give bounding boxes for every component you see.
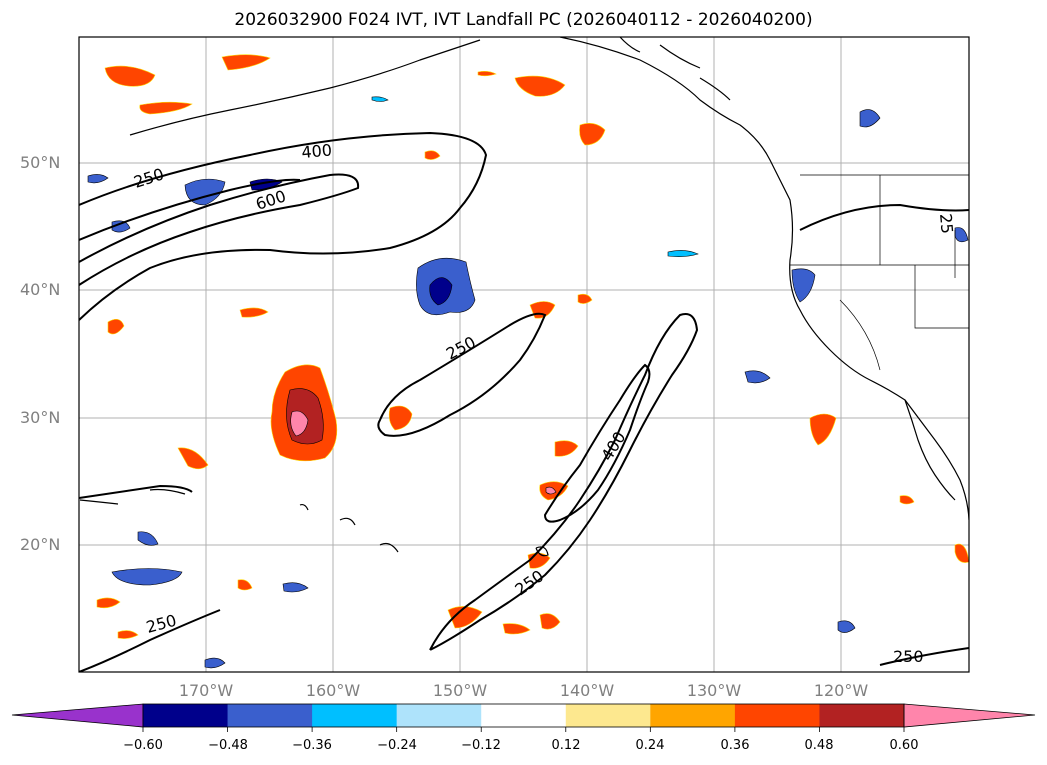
colorbar-tick-label: −0.48	[208, 738, 248, 753]
colorbar-cell	[819, 704, 905, 727]
colorbar-cell	[650, 704, 736, 727]
negative-pc-regions	[87, 96, 969, 669]
positive-pc-regions	[96, 54, 969, 639]
colorbar-tick-label: 0.24	[635, 738, 665, 753]
colorbar-tick-label: 0.48	[804, 738, 834, 753]
lon-label-150w: 150°W	[432, 681, 488, 700]
colorbar-cell	[481, 704, 567, 727]
lon-label-160w: 160°W	[305, 681, 361, 700]
lon-label-140w: 140°W	[559, 681, 615, 700]
contour-label: 400	[301, 140, 333, 162]
colorbar	[11, 703, 1036, 732]
map-title: 2026032900 F024 IVT, IVT Landfall PC (20…	[234, 10, 813, 30]
contour-label: 250	[893, 647, 924, 666]
lat-label-40n: 40°N	[20, 280, 61, 299]
map-frame	[78, 36, 970, 673]
colorbar-tick-label: −0.60	[123, 738, 163, 753]
colorbar-cell	[734, 704, 820, 727]
colorbar-tick-label: −0.24	[377, 738, 417, 753]
colorbar-extend-max	[903, 703, 1036, 728]
lat-label-50n: 50°N	[20, 153, 61, 172]
lon-label-170w: 170°W	[178, 681, 234, 700]
contour-label: 25	[936, 213, 957, 235]
coastlines	[79, 37, 969, 557]
colorbar-tick-label: 0.12	[551, 738, 581, 753]
gridlines	[79, 37, 969, 672]
colorbar-tick-label: −0.12	[461, 738, 501, 753]
colorbar-tick-label: −0.36	[292, 738, 332, 753]
lon-label-120w: 120°W	[813, 681, 869, 700]
ivt-contours	[79, 131, 969, 672]
lon-label-130w: 130°W	[686, 681, 742, 700]
boundaries	[790, 174, 969, 371]
colorbar-tick-label: 0.36	[720, 738, 750, 753]
colorbar-cell	[312, 704, 398, 727]
colorbar-cell	[227, 704, 313, 727]
lat-label-20n: 20°N	[20, 535, 61, 554]
colorbar-tick-label: 0.60	[889, 738, 919, 753]
colorbar-extend-min	[11, 703, 144, 728]
colorbar-cell	[143, 704, 229, 727]
lat-label-30n: 30°N	[20, 408, 61, 427]
colorbar-cell	[396, 704, 482, 727]
colorbar-cell	[565, 704, 651, 727]
